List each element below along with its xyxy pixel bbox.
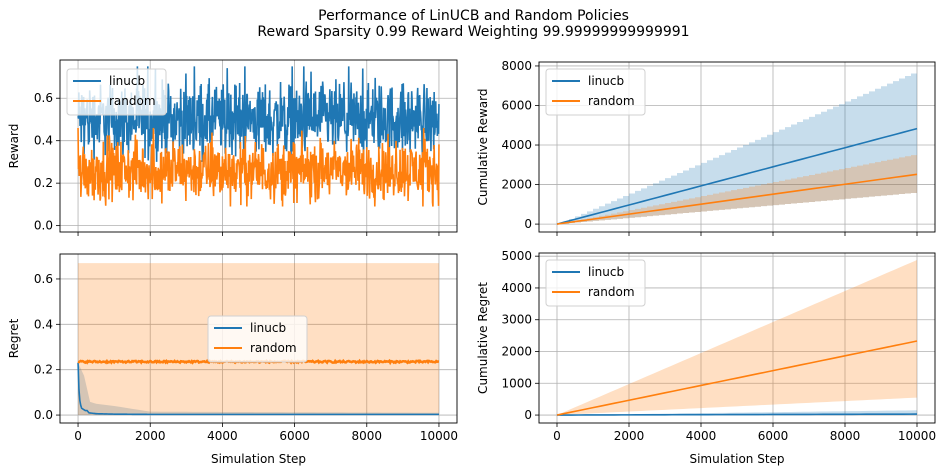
x-tick-label: 0 <box>74 429 82 443</box>
subplot-reward: 0.0 0.2 0.4 0.6 Reward linucb random <box>7 59 458 236</box>
axes-frame <box>59 59 458 233</box>
y-tick-label: 0.2 <box>34 363 53 377</box>
y-tick-label: 0 <box>524 217 532 231</box>
linucb-line <box>556 413 918 416</box>
y-axis-label: Reward <box>7 124 21 169</box>
y-tick-label: 0.0 <box>34 408 53 422</box>
random-confidence-band <box>557 259 917 416</box>
figure-title-line2: Reward Sparsity 0.99 Reward Weighting 99… <box>257 24 690 40</box>
y-tick-label: 2000 <box>501 345 532 359</box>
linucb-line <box>77 362 439 416</box>
random-line <box>77 127 440 207</box>
y-tick-label: 3000 <box>501 313 532 327</box>
y-tick-label: 0.4 <box>34 134 53 148</box>
x-tick-label: 2000 <box>135 429 166 443</box>
subplot-cumulative-regret: 0 2000 4000 6000 8000 10000 0 1000 2000 3000 4000 5… <box>476 249 936 466</box>
y-tick-label: 4000 <box>501 138 532 152</box>
y-tick-label: 0.4 <box>34 317 53 331</box>
y-tick-label: 0.0 <box>34 219 53 233</box>
linucb-confidence-band <box>78 362 439 416</box>
plot-area <box>556 259 918 416</box>
x-tick-label: 6000 <box>758 429 789 443</box>
legend-label-linucb: linucb <box>250 321 286 335</box>
legend-label-random: random <box>588 285 635 299</box>
x-tick-label: 0 <box>553 429 561 443</box>
y-tick-label: 2000 <box>501 178 532 192</box>
random-line <box>556 340 918 416</box>
y-tick-label: 6000 <box>501 98 532 112</box>
subplot-regret: 0 2000 4000 6000 8000 10000 0.0 0.2 0.4 0.6 Simula… <box>7 253 458 466</box>
plot-area <box>556 70 918 225</box>
legend-label-random: random <box>109 94 156 108</box>
legend-label-linucb: linucb <box>588 265 624 279</box>
y-tick-label: 0.2 <box>34 176 53 190</box>
x-tick-label: 10000 <box>898 429 936 443</box>
y-tick-label: 0.6 <box>34 91 53 105</box>
legend: linucb random <box>207 315 308 363</box>
y-axis-label: Regret <box>7 318 21 358</box>
axes-frame <box>59 253 458 424</box>
x-tick-label: 4000 <box>686 429 717 443</box>
random-confidence-band <box>557 153 917 225</box>
x-tick-label: 4000 <box>207 429 238 443</box>
y-axis-label: Cumulative Regret <box>476 282 490 394</box>
legend-label-random: random <box>588 94 635 108</box>
y-tick-label: 8000 <box>501 59 532 73</box>
y-tick-label: 0 <box>524 408 532 422</box>
legend: linucb random <box>545 259 646 307</box>
x-axis-label: Simulation Step <box>689 452 784 466</box>
x-tick-label: 8000 <box>351 429 382 443</box>
linucb-line <box>556 127 918 225</box>
subplot-cumulative-reward: 0 2000 4000 6000 8000 Cumulative Reward linucb… <box>476 59 936 236</box>
x-tick-label: 2000 <box>614 429 645 443</box>
legend-label-linucb: linucb <box>588 74 624 88</box>
axes-frame <box>538 61 936 233</box>
linucb-confidence-band <box>557 70 917 225</box>
random-line <box>556 173 918 225</box>
x-axis-label: Simulation Step <box>211 452 306 466</box>
legend: linucb random <box>545 68 646 116</box>
figure-title-line1: Performance of LinUCB and Random Policie… <box>318 8 629 24</box>
legend-label-linucb: linucb <box>109 74 145 88</box>
y-tick-label: 4000 <box>501 281 532 295</box>
y-tick-label: 5000 <box>501 249 532 263</box>
legend: linucb random <box>66 68 167 116</box>
y-tick-label: 1000 <box>501 376 532 390</box>
y-axis-label: Cumulative Reward <box>476 89 490 206</box>
y-tick-label: 0.6 <box>34 272 53 286</box>
x-tick-label: 6000 <box>279 429 310 443</box>
x-tick-label: 10000 <box>420 429 458 443</box>
axes-frame <box>538 252 936 424</box>
legend-label-random: random <box>250 341 297 355</box>
x-tick-label: 8000 <box>830 429 861 443</box>
